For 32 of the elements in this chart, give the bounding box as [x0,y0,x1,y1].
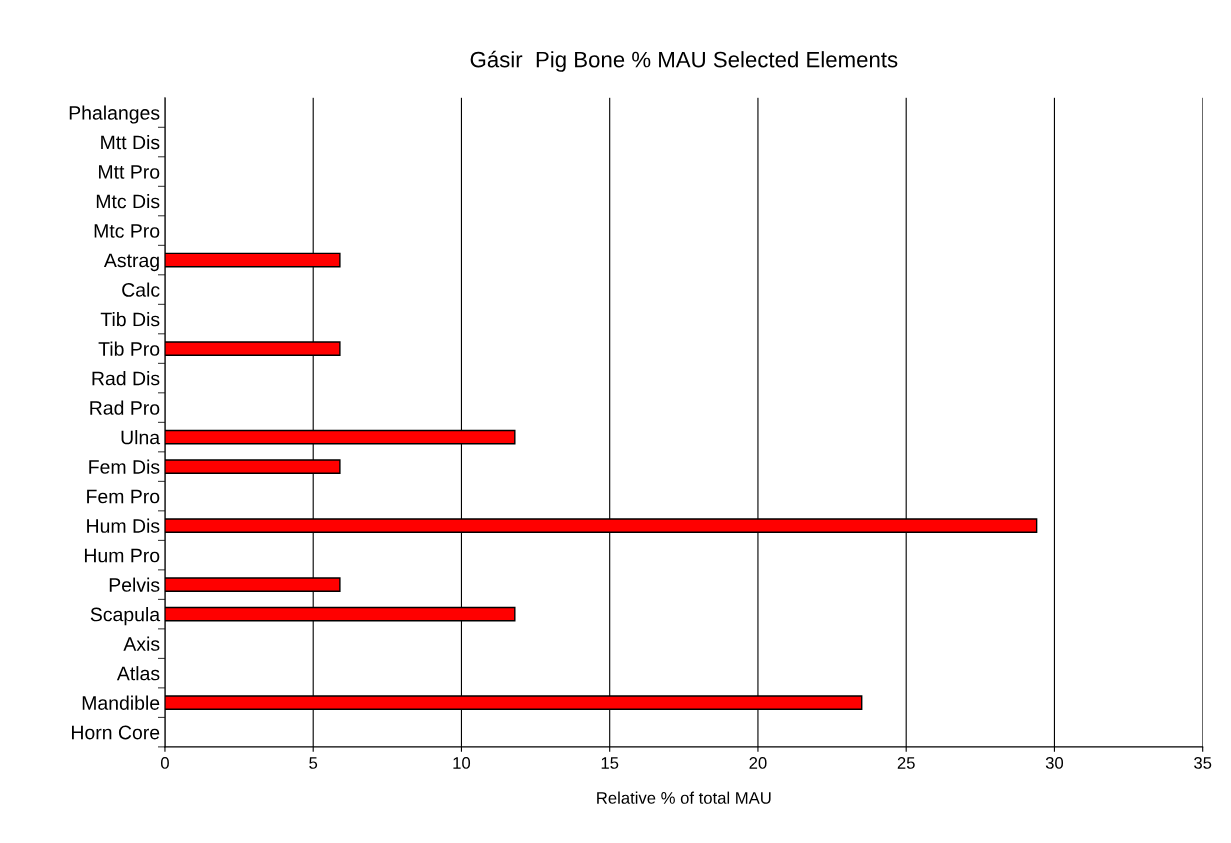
x-tick-label: 10 [453,757,471,769]
y-tick-label: Atlas [116,666,160,681]
y-tick-label: Tib Dis [100,312,160,327]
y-tick-label: Fem Dis [89,459,160,474]
x-tick-label: 5 [309,757,318,769]
x-tick-label: 35 [1194,757,1212,769]
y-tick-label: Mtc Pro [94,224,160,238]
y-tick-label: Hum Dis [87,518,160,533]
x-axis-title: Relative % of total MAU [597,791,771,804]
y-tick-label: Pelvis [109,577,160,592]
y-tick-label: Fem Pro [87,489,160,504]
y-tick-label: Rad Dis [92,371,160,386]
x-tick-label: 20 [749,757,767,769]
y-tick-label: Astrag [103,253,159,272]
y-tick-label: Horn Core [72,725,160,740]
y-tick-label: Phalanges [69,105,160,124]
y-tick-label: Hum Pro [84,548,160,563]
chart-title: Gásir Pig Bone % MAU Selected Elements [470,50,898,72]
y-tick-label: Mtt Pro [99,165,160,179]
y-tick-label: Mtc Dis [96,194,160,209]
y-tick-label: Scapula [90,607,161,626]
y-tick-label: Tib Pro [98,341,160,356]
x-tick-label: 30 [1045,757,1064,769]
x-tick-label: 15 [601,757,619,769]
y-tick-label: Calc [122,282,160,297]
y-tick-label: Mtt Dis [101,135,160,150]
y-tick-label: Mandible [82,695,160,710]
y-tick-label: Axis [123,636,160,651]
y-tick-label: Rad Pro [90,400,160,415]
y-tick-label: Ulna [121,430,161,445]
x-tick-label: 0 [160,757,169,769]
x-tick-label: 25 [897,757,915,769]
